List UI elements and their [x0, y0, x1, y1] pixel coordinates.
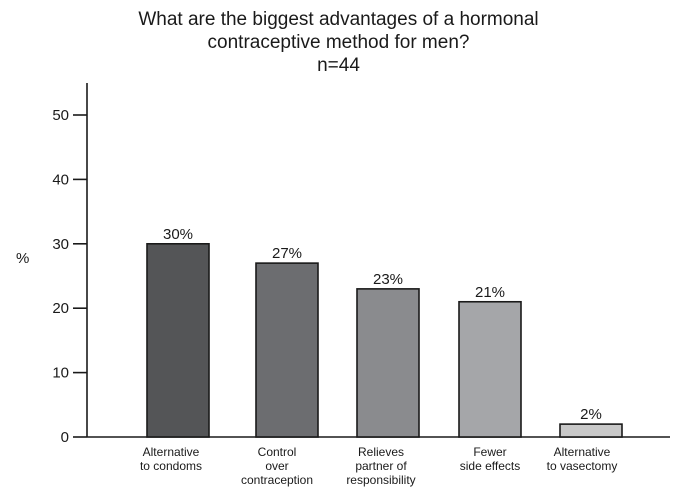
y-tick-label: 20 — [52, 300, 69, 317]
bar-value-label: 27% — [272, 245, 302, 262]
bar-value-label: 21% — [475, 284, 505, 301]
bars — [146, 243, 623, 438]
y-tick-label: 40 — [52, 171, 69, 188]
x-tick-label: responsibility — [346, 473, 415, 487]
x-tick-label: Alternative — [143, 445, 200, 459]
bar — [255, 262, 319, 438]
x-tick-label: to vasectomy — [547, 459, 618, 473]
bar-value-label: 2% — [580, 406, 602, 423]
x-tick-label: partner of — [355, 459, 407, 473]
x-tick-label: Relieves — [358, 445, 404, 459]
bar — [146, 243, 210, 438]
bar — [458, 300, 522, 438]
x-tick-label: side effects — [460, 459, 520, 473]
y-tick-label: 10 — [52, 365, 69, 382]
x-tick-label: to condoms — [140, 459, 202, 473]
x-tick-label: contraception — [241, 473, 313, 487]
chart-title-line-1: What are the biggest advantages of a hor… — [138, 9, 539, 30]
y-tick-label: 30 — [52, 236, 69, 253]
x-tick-label: Control — [258, 445, 297, 459]
y-axis-label: % — [16, 250, 30, 267]
y-tick-label: 50 — [52, 107, 69, 124]
x-tick-label: Alternative — [554, 445, 611, 459]
chart-title-line-2: contraceptive method for men? — [207, 32, 470, 53]
y-tick-label: 0 — [61, 429, 69, 446]
bar — [356, 288, 420, 438]
bar-value-label: 23% — [373, 271, 403, 288]
x-tick-label: Fewer — [473, 445, 506, 459]
chart-subtitle: n=44 — [317, 55, 360, 76]
bar — [559, 423, 623, 438]
x-tick-label: over — [265, 459, 288, 473]
chart-title: What are the biggest advantages of a hor… — [0, 8, 677, 77]
bar-value-label: 30% — [163, 226, 193, 243]
